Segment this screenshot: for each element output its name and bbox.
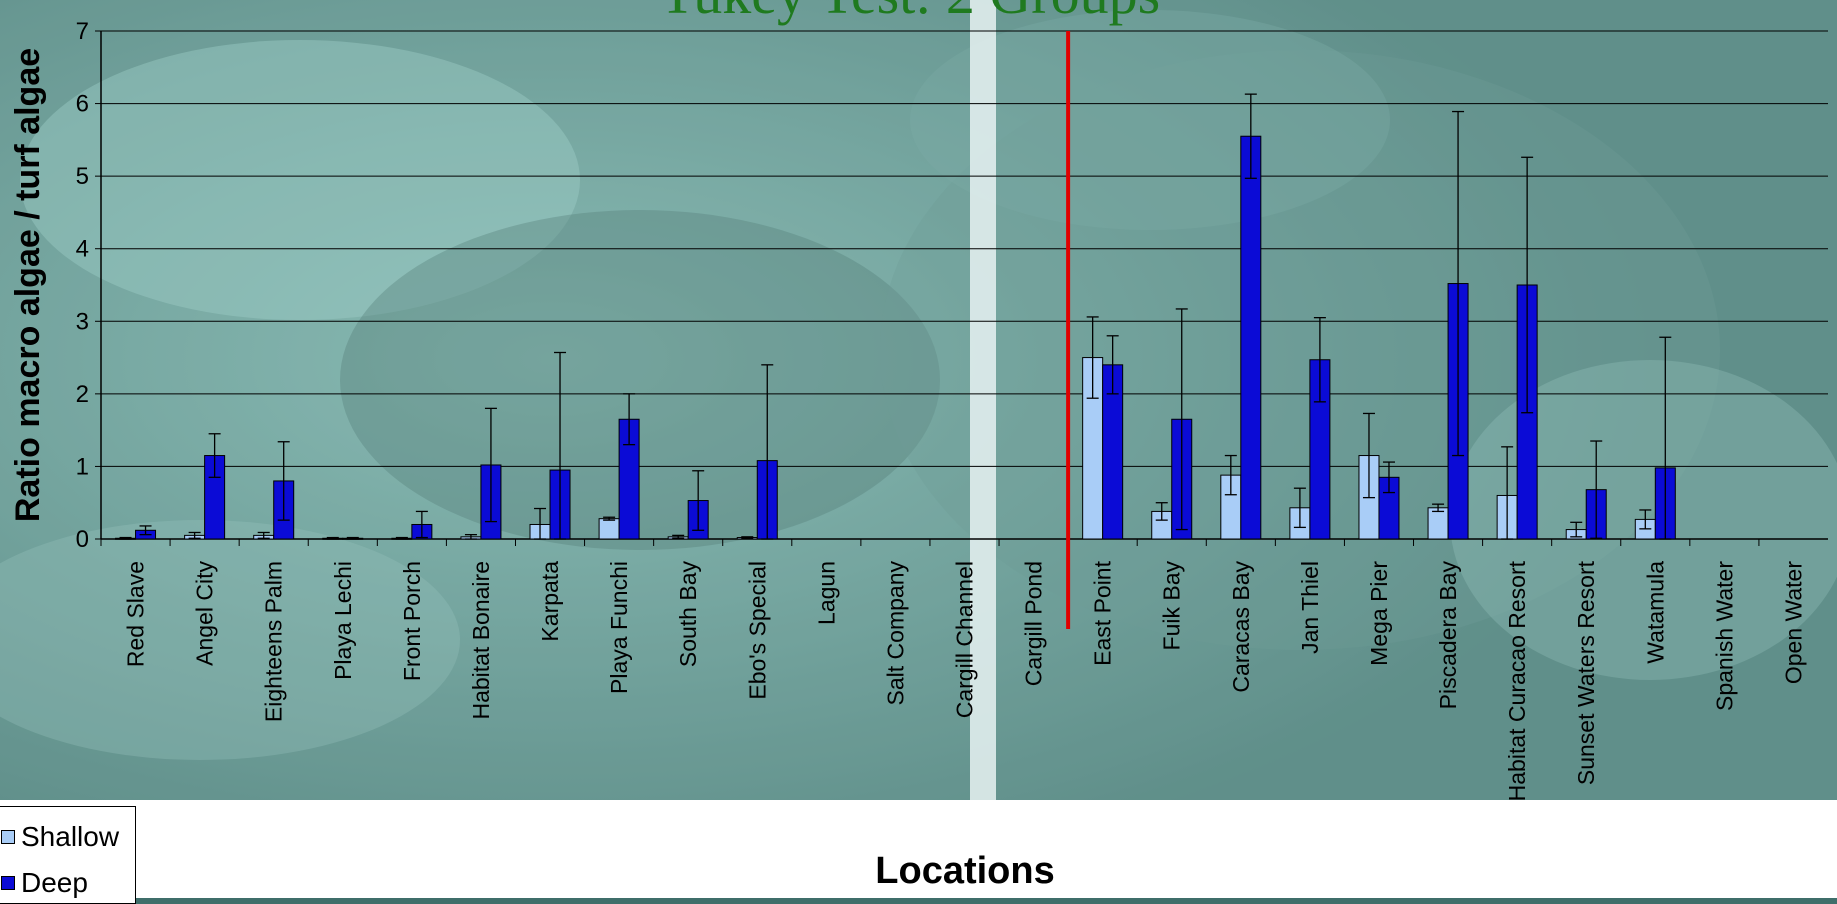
category-label: Cargill Channel [952,561,978,718]
y-tick-label: 5 [76,163,89,190]
y-tick-label: 2 [76,381,89,408]
category-label: Karpata [537,561,563,642]
bar-shallow [1427,507,1449,540]
bar-shallow [598,518,620,540]
chart-title: Tukey Test: 2 Groups [560,0,1260,27]
legend-swatch-deep [1,876,15,890]
y-tick-label: 3 [76,308,89,335]
y-tick-label: 1 [76,453,89,480]
category-label: Spanish Water [1711,561,1737,711]
category-label: Lagun [813,561,839,625]
y-tick-label: 7 [76,18,89,45]
category-label: Cargill Pond [1021,561,1047,686]
category-label: Front Porch [399,561,425,681]
category-label: Red Slave [123,561,149,667]
category-label: Jan Thiel [1297,561,1323,654]
category-label: Playa Lechi [330,561,356,680]
category-label: South Bay [675,561,701,668]
legend-swatch-shallow [1,830,15,844]
category-label: Salt Company [882,561,908,706]
category-label: Mega Pier [1366,561,1392,666]
x-axis-label: Locations [875,850,1054,892]
category-label: Fuik Bay [1159,561,1185,651]
category-label: Habitat Bonaire [468,561,494,720]
bar-deep [1240,135,1262,540]
category-label: Piscadera Bay [1435,561,1461,710]
y-tick-label: 6 [76,91,89,118]
category-label: Eighteens Palm [261,561,287,722]
legend-item-deep: Deep [1,863,88,903]
legend-item-shallow: Shallow [1,817,119,857]
y-tick-label: 0 [76,526,89,553]
category-label: Watamula [1642,561,1668,664]
category-label: Habitat Curacao Resort [1504,560,1530,801]
category-label: Open Water [1780,561,1806,684]
y-tick-label: 4 [76,236,89,263]
category-label: Angel City [192,561,218,666]
y-axis-label: Ratio macro algae / turf algae [9,48,47,522]
legend: Shallow Deep [0,806,136,904]
category-label: East Point [1090,560,1116,665]
category-label: Ebo's Special [744,561,770,700]
legend-label-deep: Deep [21,867,88,898]
category-label: Sunset Waters Resort [1573,560,1599,785]
category-label: Caracas Bay [1228,561,1254,693]
legend-label-shallow: Shallow [21,821,120,852]
category-label: Playa Funchi [606,561,632,694]
